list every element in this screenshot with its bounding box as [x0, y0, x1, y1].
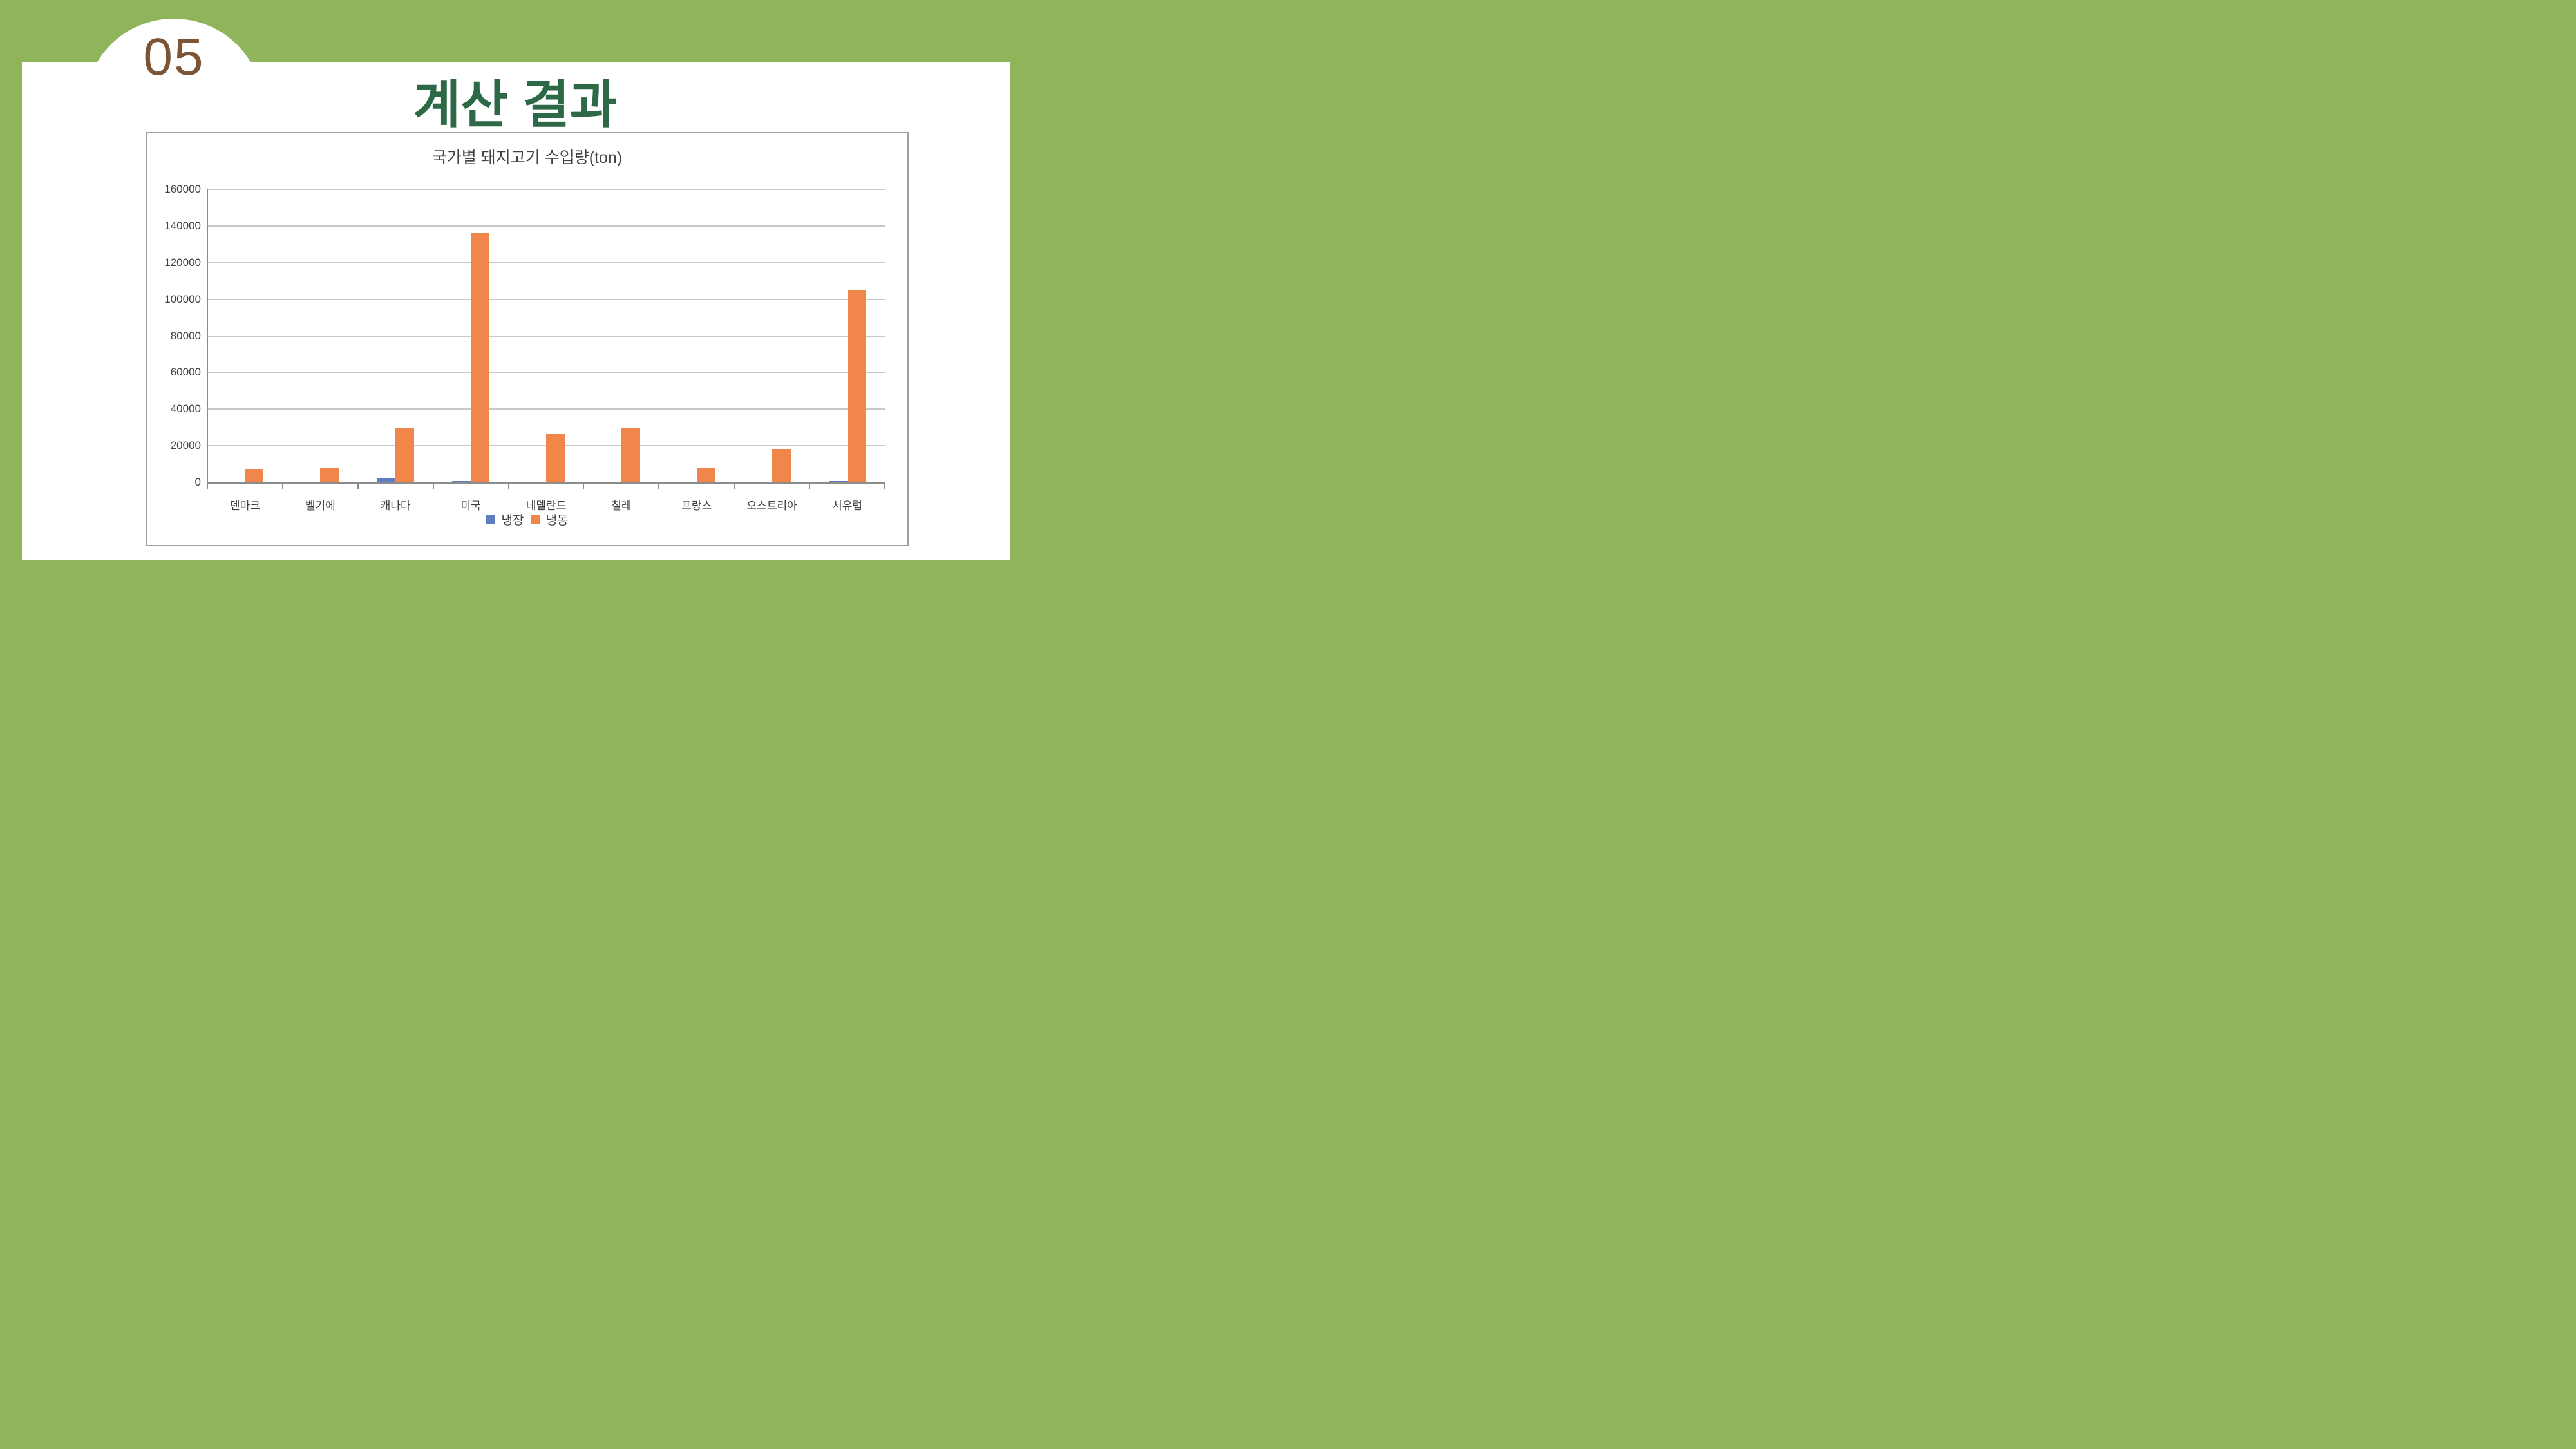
bar-냉동-덴마크: [245, 469, 264, 482]
y-axis-label: 0: [194, 476, 201, 488]
bar-냉장-미국: [452, 480, 471, 482]
bar-냉동-네델란드: [546, 433, 565, 482]
x-axis-tick: [357, 483, 359, 489]
x-axis-tick: [809, 483, 811, 489]
x-axis-tick: [884, 483, 886, 489]
bar-냉동-서유럽: [847, 290, 866, 482]
gridline: [207, 189, 885, 190]
x-axis-label: 미국: [460, 500, 481, 512]
legend-label-refrigerated: 냉장: [501, 514, 524, 527]
gridline: [207, 335, 885, 337]
y-axis-label: 120000: [164, 256, 201, 269]
y-axis-label: 40000: [170, 402, 201, 415]
x-axis-label: 칠레: [611, 500, 632, 512]
x-axis-label: 벨기에: [305, 500, 336, 512]
x-axis-label: 서유럽: [832, 500, 862, 512]
page-number: 05: [143, 28, 205, 86]
legend-swatch-refrigerated: [486, 515, 495, 524]
y-axis-label: 60000: [170, 366, 201, 379]
x-axis-label: 오스트리아: [746, 500, 797, 512]
slide: 05 계산 결과 국가별 돼지고기 수입량(ton) 0 20000 40000 60…: [0, 0, 1030, 580]
chart-title: 국가별 돼지고기 수입량(ton): [431, 149, 623, 167]
x-axis-tick: [281, 483, 283, 489]
y-axis-label: 100000: [164, 292, 201, 305]
bar-냉동-프랑스: [696, 468, 715, 482]
y-axis-label: 20000: [170, 439, 201, 452]
x-axis-tick: [658, 483, 660, 489]
bar-냉장-서유럽: [828, 480, 848, 482]
legend-swatch-frozen: [530, 515, 540, 524]
x-axis-tick: [207, 483, 208, 489]
x-axis-label: 덴마크: [229, 500, 260, 512]
y-axis-label: 80000: [170, 329, 201, 342]
x-axis-tick: [734, 483, 735, 489]
chart-legend: 냉장 냉동: [147, 511, 907, 528]
page-title: 계산 결과: [413, 76, 618, 133]
bar-냉동-칠레: [621, 428, 640, 482]
legend-label-frozen: 냉동: [545, 514, 569, 527]
plot-area: 0 20000 40000 60000 80000 100000 120000 140000 1…: [147, 133, 907, 545]
bar-냉동-미국: [471, 233, 490, 482]
bar-냉동-오스트리아: [772, 449, 791, 482]
gridline: [207, 225, 885, 227]
x-axis-label: 네델란드: [526, 500, 567, 512]
x-axis-line: [207, 482, 885, 484]
gridline: [207, 372, 885, 374]
chart-frame: 국가별 돼지고기 수입량(ton) 0 20000 40000 60000 80000 1…: [146, 132, 909, 546]
gridline: [207, 261, 885, 263]
y-axis-line: [207, 189, 208, 482]
x-axis-label: 프랑스: [681, 500, 712, 512]
bar-냉동-캐나다: [395, 427, 415, 482]
x-axis-label: 캐나다: [380, 500, 411, 512]
x-axis-tick: [432, 483, 434, 489]
x-axis-tick: [507, 483, 509, 489]
gridline: [207, 298, 885, 300]
bar-냉장-캐나다: [377, 478, 396, 482]
y-axis-label: 160000: [164, 183, 201, 195]
bar-냉동-벨기에: [320, 468, 339, 482]
x-axis-tick: [583, 483, 585, 489]
y-axis-label: 140000: [164, 219, 201, 232]
gridline: [207, 408, 885, 410]
